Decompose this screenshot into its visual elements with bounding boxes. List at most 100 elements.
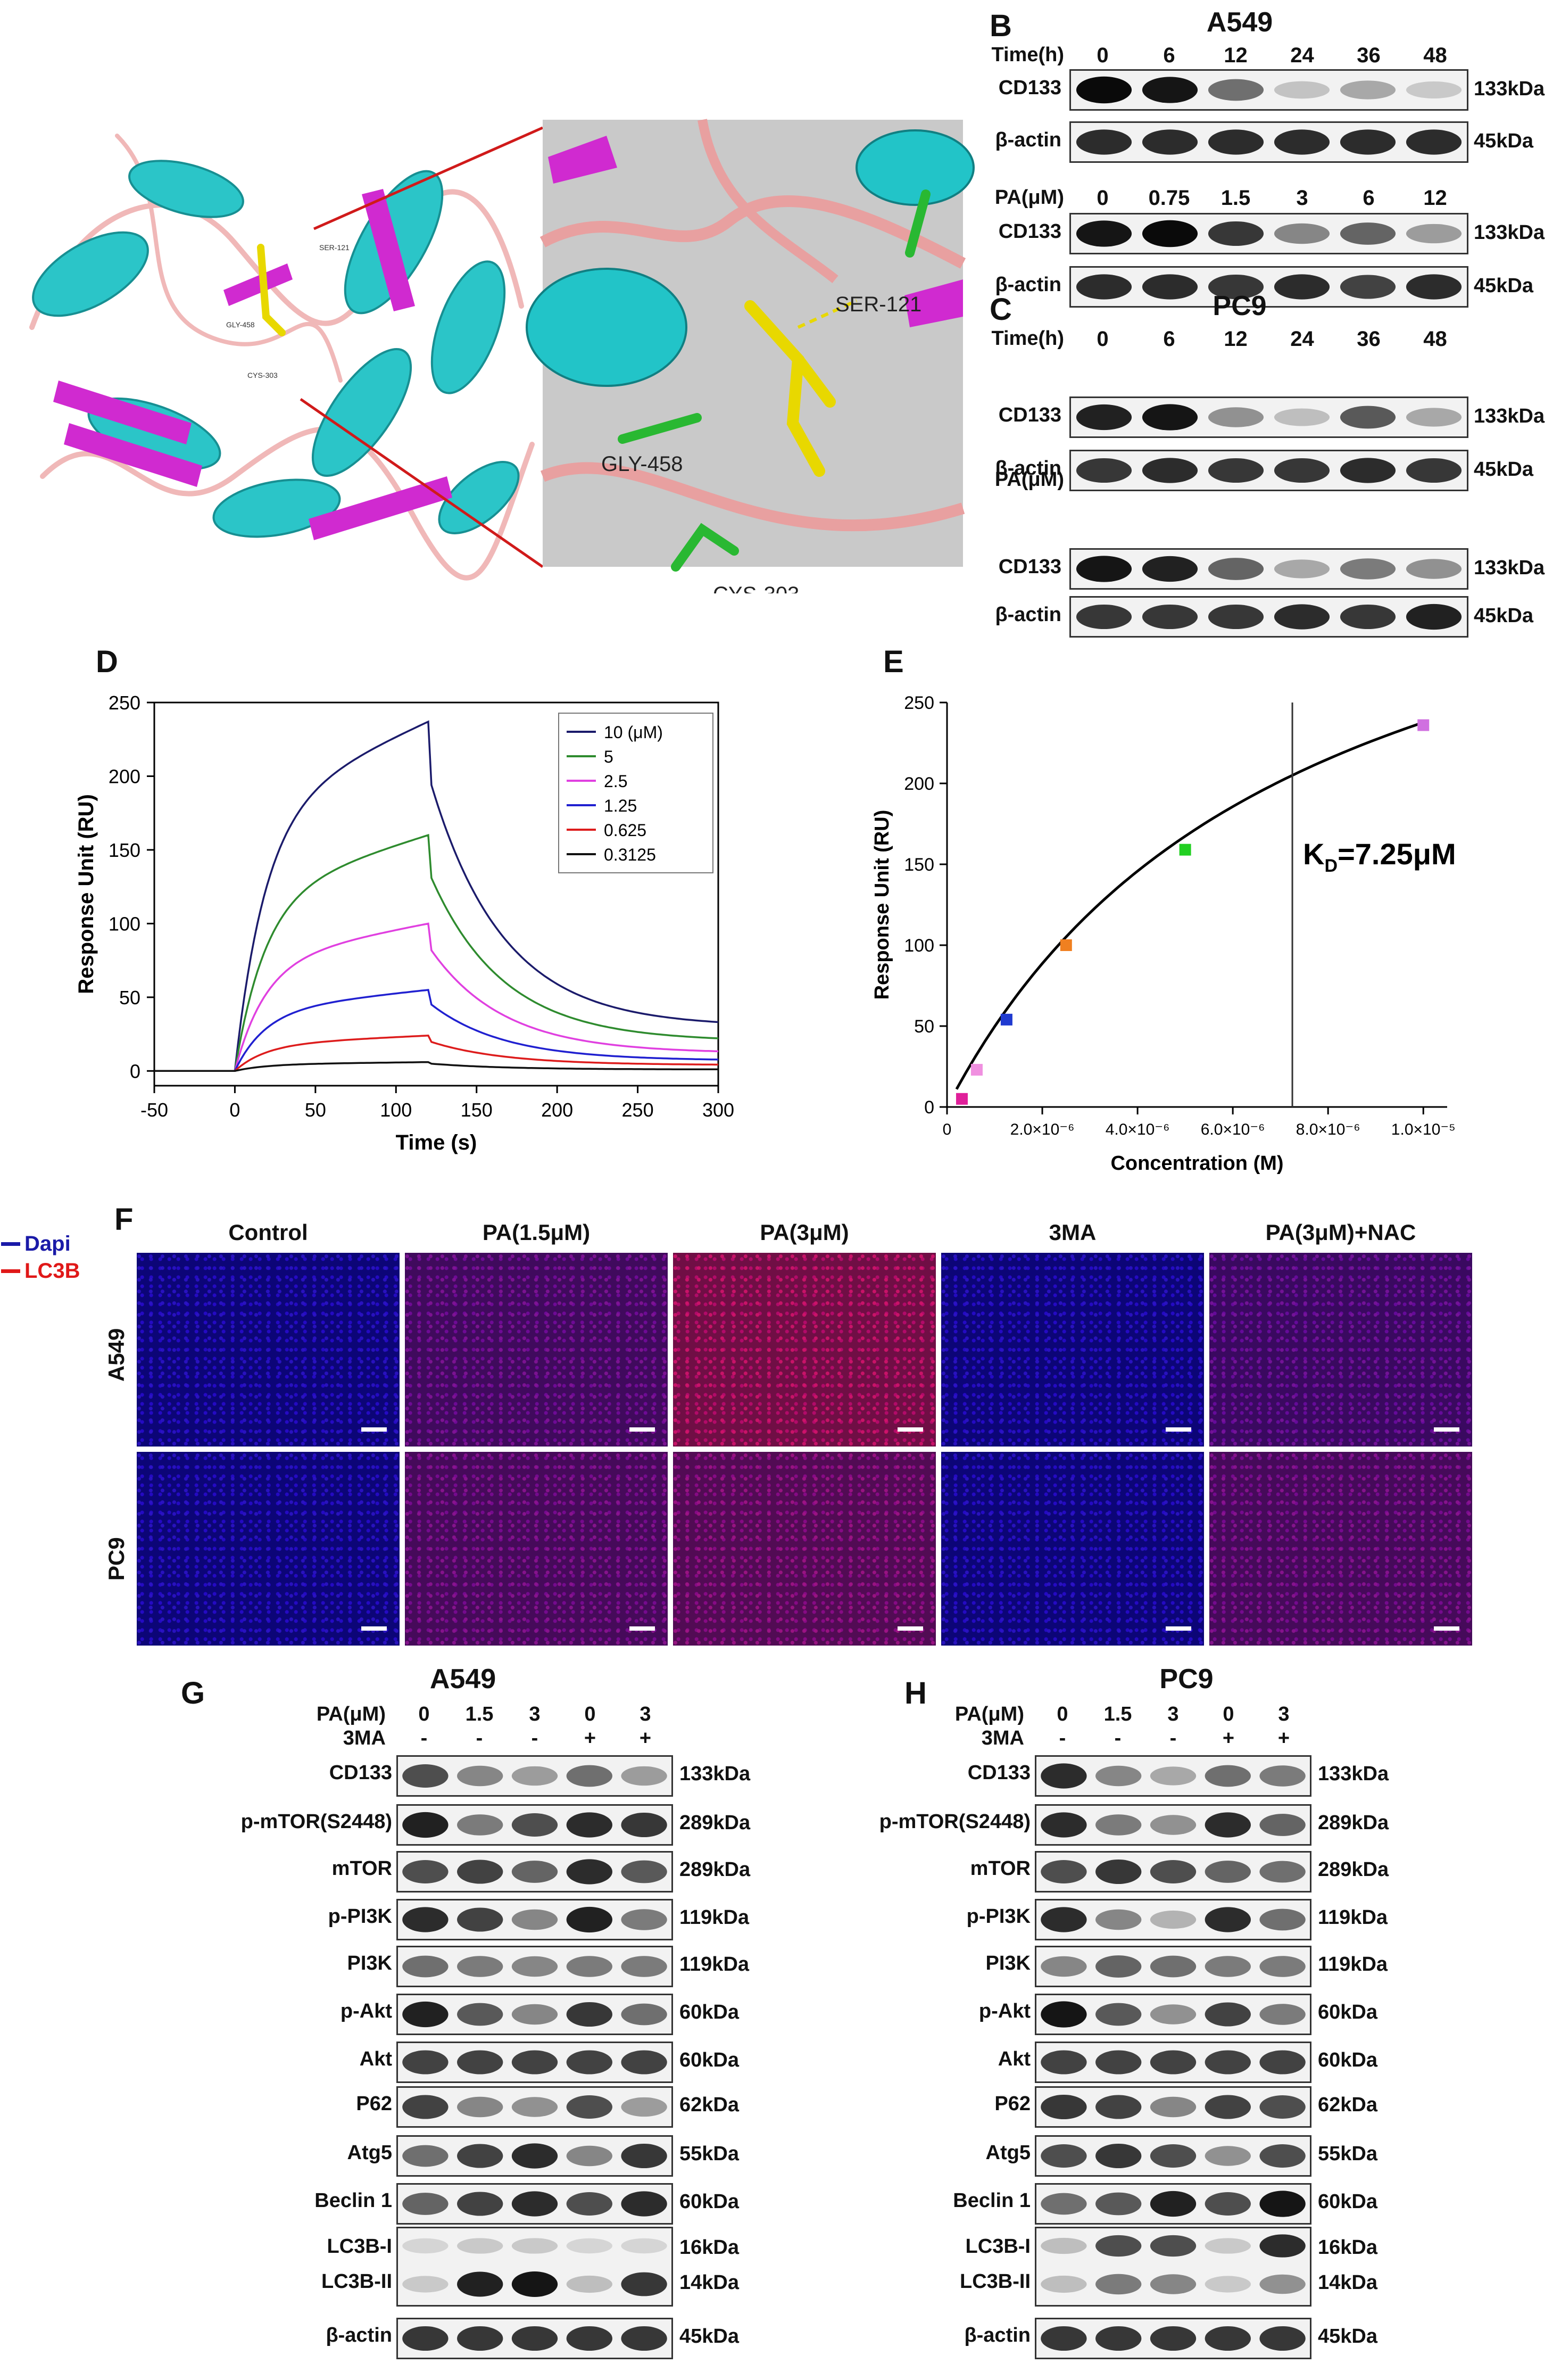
chart-d-series-line [154,989,719,1072]
blot-band [402,1812,449,1838]
blot-band [1076,76,1132,104]
blot-band [1150,2274,1197,2294]
blot-band [402,1955,449,1978]
blot-bands [402,2271,667,2297]
dapi-legend-swatch [1,1242,20,1246]
blot-band [1095,1955,1142,1978]
fluor-image [1208,1451,1473,1647]
blot-band [1041,1860,1087,1883]
chart-d-xtick-label: 200 [541,1099,573,1121]
blot-band [566,2002,612,2027]
blot-band [1076,404,1132,431]
scale-bar [361,1626,387,1631]
scale-bar [898,1427,923,1432]
chart-e-xlabel: Concentration (M) [1110,1152,1283,1175]
panel_h-pa-label: PA(μM) [954,1703,1024,1725]
chart-d-xtick-label: 300 [702,1099,734,1121]
blot-band [1041,1812,1087,1838]
panel_h-row-label: mTOR [970,1857,1031,1880]
panel_g-row-label: P62 [356,2093,392,2115]
panel_g-blot-strip [396,1804,673,1846]
blot-band [1274,274,1330,300]
blot-band [1340,129,1396,155]
blot-band [1406,81,1462,99]
blot-band [1095,2192,1142,2216]
blot-band [1041,2237,1087,2254]
panel_h-row-label: p-Akt [978,2000,1031,2022]
blot-band [1259,1814,1306,1836]
blot-band [402,1860,449,1883]
blot-band [511,1861,558,1883]
panel_h-pa-value: 3 [1278,1703,1290,1725]
panel_g-blot-strip [396,2183,673,2225]
blot-band [402,1907,449,1932]
panel_g-row-kda: 55kDa [679,2143,739,2165]
blot-bands [402,2050,667,2075]
blot-band [1340,406,1396,429]
panel_b-blot-strip [1069,213,1468,254]
panel-label-d: D [96,644,118,679]
scale-bar [1166,1427,1191,1432]
panel-label-e: E [883,644,904,679]
panel_g-row-label: p-mTOR(S2448) [240,1811,392,1833]
chart-d-xtick-label: -50 [140,1099,168,1121]
blot-band [1205,2326,1251,2351]
panel_g-row-label: Beclin 1 [314,2189,392,2212]
protein-zoom-image: SER-121 GLY-458 CYS-303 [526,119,975,593]
residue-small-ser: SER-121 [319,243,350,252]
blot-band [511,2050,558,2075]
blot-band [1208,129,1264,155]
panel_g-blot-strip [396,2318,673,2359]
chart-d-series-line [154,720,719,1072]
blot-band [402,1764,449,1788]
blot-bands [402,2143,667,2169]
panel_g-row-label: mTOR [331,1857,392,1880]
scale-bar [629,1427,655,1432]
panel_h-row-kda: 60kDa [1318,2191,1377,2213]
lc3b-legend-label: LC3B [24,1259,80,1283]
blot-band [457,1956,503,1977]
panel_b-row-kda: 45kDa [1474,275,1533,297]
blot-bands [1041,2326,1306,2351]
panel_h-row-label: LC3B-II [960,2270,1031,2293]
blot-band [566,2145,612,2167]
panel-label-h: H [904,1676,927,1710]
panel_h-pa-value: 3 [1167,1703,1179,1725]
residue-gly-label: GLY-458 [601,452,683,476]
chart-e-ytick-label: 50 [914,1017,934,1037]
chart-d-ytick-label: 250 [109,692,140,714]
blot-band [1274,408,1330,426]
blot-band [566,1765,612,1787]
chart-d-legend-label: 5 [604,747,613,766]
scale-bar [1166,1626,1191,1631]
panel_b-blot-strip [1069,121,1468,163]
blot-band [621,1909,667,1930]
blot-band [1142,129,1198,155]
panel_h-blot-strip [1035,1946,1311,1987]
blot-band [402,2326,449,2351]
blot-band [457,2238,503,2254]
fluor-image [136,1451,401,1647]
fluor-column-header: PA(1.5μM) [482,1220,591,1245]
panel_g-pa-value: 1.5 [465,1703,494,1725]
panel_g-blot-strip [396,2042,673,2083]
blot-bands [1041,2001,1306,2028]
blot-band [1150,2096,1197,2118]
residue-small-gly: GLY-458 [226,320,255,329]
blot-bands [1076,556,1462,582]
blot-band [1208,407,1264,427]
chart-d-series-line [154,1061,718,1072]
blot-band [1274,223,1330,244]
blot-bands [1041,2274,1306,2295]
panel_h-row-kda: 14kDa [1318,2271,1377,2294]
fluor-image [940,1451,1205,1647]
blot-bands [1041,1763,1306,1789]
panel_h-3ma-value: + [1277,1727,1290,1749]
chart-e-ytick-label: 200 [904,774,934,794]
panel_g-row-kda: 133kDa [679,1763,751,1785]
blot-band [511,2004,558,2025]
panel_h-row-label: p-PI3K [966,1905,1031,1928]
panel_h-row-kda: 62kDa [1318,2094,1377,2116]
chart-d-xtick-label: 0 [229,1099,240,1121]
panel_g-3ma-value: - [476,1727,483,1749]
